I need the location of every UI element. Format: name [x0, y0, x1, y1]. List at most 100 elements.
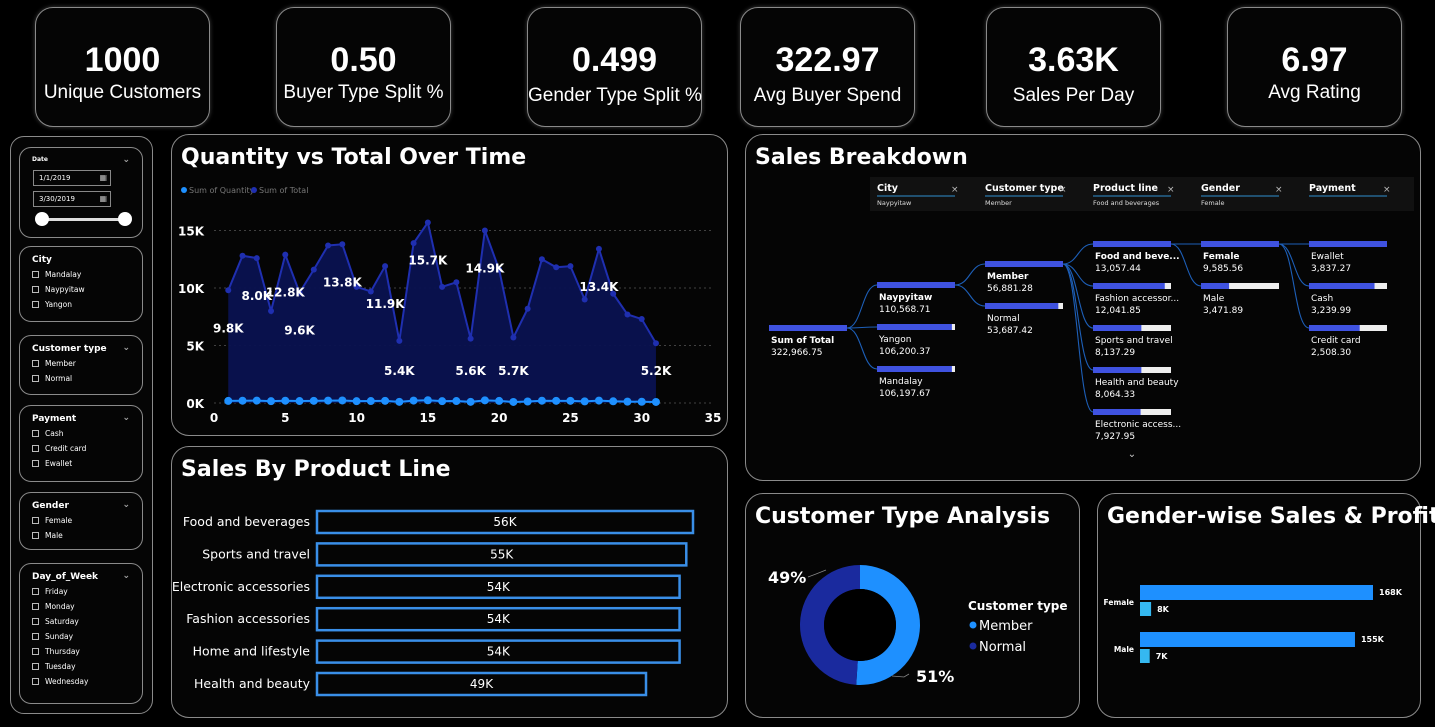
tree-node-label: Male — [1203, 294, 1225, 304]
checkbox[interactable] — [32, 301, 39, 308]
category-label: Food and beverages — [183, 514, 310, 529]
root-node-bar — [769, 325, 847, 331]
day-option[interactable]: Friday — [32, 584, 142, 599]
tree-link — [1278, 243, 1310, 287]
tree-link — [954, 284, 986, 307]
tree-link — [1170, 243, 1202, 287]
checkbox[interactable] — [32, 517, 39, 524]
quantity-point — [324, 396, 333, 405]
quantity-point — [281, 396, 290, 405]
checkbox[interactable] — [32, 633, 39, 640]
data-label: 14.9K — [465, 262, 505, 276]
day-option[interactable]: Saturday — [32, 614, 142, 629]
gender-option[interactable]: Female — [32, 513, 142, 528]
data-label: 5.2K — [641, 364, 672, 378]
root-node-value: 322,966.75 — [771, 348, 823, 358]
filter-label: Customer type — [985, 183, 1064, 194]
quantity-point — [381, 396, 390, 405]
chevron-down-icon[interactable]: ⌄ — [122, 343, 130, 353]
checkbox[interactable] — [32, 375, 39, 382]
data-label: 13.8K — [323, 275, 363, 289]
quantity-point — [466, 397, 475, 406]
data-label: 5.6K — [455, 364, 486, 378]
tree-link — [1062, 263, 1094, 413]
category-label: Female — [1104, 598, 1134, 607]
legend-marker-total — [251, 187, 257, 193]
total-point — [481, 227, 488, 234]
tree-node-label: Food and beve... — [1095, 252, 1180, 262]
filter-value: Member — [985, 199, 1012, 207]
close-icon: × — [1383, 185, 1391, 195]
quantity-point — [552, 396, 561, 405]
customer-type-option[interactable]: Member — [32, 356, 142, 371]
tree-node-bar — [985, 303, 1059, 309]
chart-title: Sales By Product Line — [181, 457, 451, 482]
chevron-down-icon[interactable]: ⌄ — [122, 155, 130, 165]
x-tick-label: 35 — [705, 411, 722, 425]
chevron-down-icon[interactable]: ⌄ — [122, 500, 130, 510]
total-point — [282, 251, 289, 258]
checkbox[interactable] — [32, 603, 39, 610]
calendar-icon[interactable]: ▦ — [99, 194, 107, 203]
payment-option[interactable]: Ewallet — [32, 456, 142, 471]
date-range-track[interactable] — [42, 218, 125, 221]
day-option[interactable]: Sunday — [32, 629, 142, 644]
tree-node-label: Credit card — [1311, 336, 1361, 346]
checkbox[interactable] — [32, 460, 39, 467]
total-point — [510, 334, 517, 341]
quantity-point — [224, 396, 233, 405]
product-line-chart[interactable]: Food and beverages 56K Sports and travel 55… — [172, 447, 729, 719]
customer-type-donut[interactable]: 51% 49% Customer type Member Normal — [746, 494, 1081, 719]
quantity-total-chart[interactable]: Sum of Quantity Sum of Total 0K 5K 10K 15K 0 5 1… — [172, 135, 729, 437]
filter-label: City — [877, 183, 899, 194]
tree-link — [1278, 243, 1310, 329]
checkbox[interactable] — [32, 360, 39, 367]
customer-type-card: Customer Type Analysis 51% 49% Customer ty… — [745, 493, 1080, 718]
payment-option[interactable]: Cash — [32, 426, 142, 441]
checkbox[interactable] — [32, 618, 39, 625]
gender-sales-chart[interactable]: Female 168K 8K Male 155K 7K — [1098, 494, 1422, 719]
quantity-point — [580, 397, 589, 406]
bar-value-label: 54K — [487, 612, 511, 626]
checkbox[interactable] — [32, 678, 39, 685]
gender-option[interactable]: Male — [32, 528, 142, 543]
city-option[interactable]: Yangon — [32, 297, 142, 312]
date-start-input[interactable]: 1/1/2019 ▦ — [33, 170, 111, 186]
chart-title: Sales Breakdown — [755, 145, 968, 170]
quantity-point — [338, 396, 347, 405]
checkbox[interactable] — [32, 445, 39, 452]
tree-node-label: Electronic access... — [1095, 420, 1181, 430]
city-option[interactable]: Naypyitaw — [32, 282, 142, 297]
filter-label: Product line — [1093, 183, 1158, 194]
legend-marker-quantity — [181, 187, 187, 193]
day-option[interactable]: Tuesday — [32, 659, 142, 674]
checkbox[interactable] — [32, 532, 39, 539]
checkbox[interactable] — [32, 271, 39, 278]
date-range-handle-start[interactable] — [35, 212, 49, 226]
tree-node-value: 106,197.67 — [879, 389, 931, 399]
total-point — [538, 256, 545, 263]
checkbox[interactable] — [32, 286, 39, 293]
checkbox[interactable] — [32, 663, 39, 670]
tree-node-label: Sports and travel — [1095, 336, 1173, 346]
legend-label-total: Sum of Total — [259, 186, 308, 195]
chevron-down-icon[interactable]: ⌄ — [122, 571, 130, 581]
checkbox[interactable] — [32, 648, 39, 655]
customer-type-option[interactable]: Normal — [32, 371, 142, 386]
checkbox[interactable] — [32, 430, 39, 437]
checkbox[interactable] — [32, 588, 39, 595]
bar-value-label: 155K — [1361, 635, 1385, 644]
date-slicer[interactable]: Date ⌄ 1/1/2019 ▦ 3/30/2019 ▦ — [19, 147, 143, 238]
tree-node-label: Cash — [1311, 294, 1333, 304]
payment-option[interactable]: Credit card — [32, 441, 142, 456]
date-range-handle-end[interactable] — [118, 212, 132, 226]
city-option[interactable]: Mandalay — [32, 267, 142, 282]
calendar-icon[interactable]: ▦ — [99, 173, 107, 182]
day-option[interactable]: Wednesday — [32, 674, 142, 689]
tree-node-bar — [1093, 367, 1142, 373]
chevron-down-icon[interactable]: ⌄ — [122, 413, 130, 423]
day-option[interactable]: Thursday — [32, 644, 142, 659]
day-option[interactable]: Monday — [32, 599, 142, 614]
date-end-input[interactable]: 3/30/2019 ▦ — [33, 191, 111, 207]
